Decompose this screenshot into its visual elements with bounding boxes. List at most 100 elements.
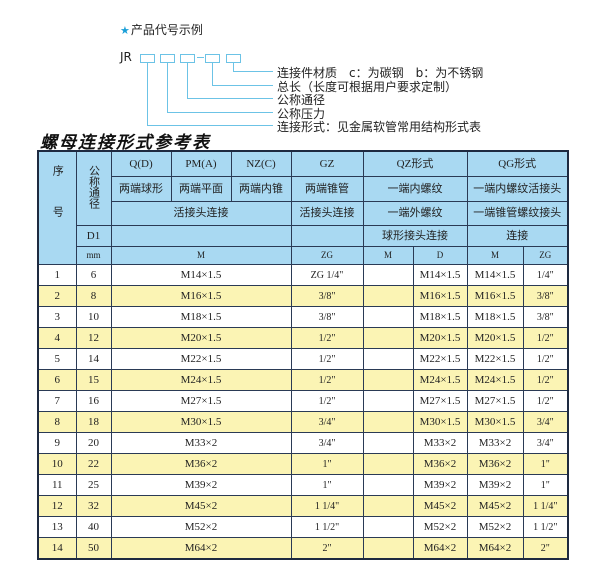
nominal-diameter-cell: 10 — [75, 306, 112, 328]
connector-line — [233, 63, 234, 71]
label-diameter: 公称通径 — [277, 93, 326, 107]
header-q: Q(D) — [110, 150, 172, 177]
qz-d-cell: M16×1.5 — [412, 285, 468, 307]
qg-m-cell: M39×2 — [466, 474, 524, 496]
zg-thread-cell: 3/8" — [290, 306, 364, 328]
m-thread-cell: M24×1.5 — [110, 369, 292, 391]
header-d1: D1 — [75, 225, 112, 247]
qg-zg-cell: 3/4" — [522, 432, 569, 454]
m-thread-cell: M30×1.5 — [110, 411, 292, 433]
qg-m-cell: M24×1.5 — [466, 369, 524, 391]
header-qz: QZ形式 — [362, 150, 468, 177]
m-thread-cell: M14×1.5 — [110, 264, 292, 286]
header-blank — [110, 225, 292, 247]
row-number-cell: 12 — [37, 495, 77, 517]
header-qg-m: M — [466, 246, 524, 265]
qg-m-cell: M52×2 — [466, 516, 524, 538]
code-box-diameter — [180, 54, 195, 63]
qz-m-cell — [362, 411, 414, 433]
qz-m-cell — [362, 516, 414, 538]
qg-zg-cell: 1/2" — [522, 369, 569, 391]
code-dash — [197, 57, 204, 58]
nominal-diameter-cell: 40 — [75, 516, 112, 538]
table-row: 9 20 M33×2 3/4" M33×2 M33×2 3/4" — [37, 432, 569, 454]
header-union: 活接头连接 — [110, 201, 292, 226]
qg-zg-cell: 3/8" — [522, 285, 569, 307]
qz-m-cell — [362, 453, 414, 475]
qg-zg-cell: 1/2" — [522, 327, 569, 349]
qg-zg-cell: 1" — [522, 474, 569, 496]
table-row: 6 15 M24×1.5 1/2" M24×1.5 M24×1.5 1/2" — [37, 369, 569, 391]
nominal-diameter-cell: 6 — [75, 264, 112, 286]
qz-d-cell: M14×1.5 — [412, 264, 468, 286]
qg-zg-cell: 3/4" — [522, 411, 569, 433]
m-thread-cell: M33×2 — [110, 432, 292, 454]
code-box-pressure — [160, 54, 175, 63]
zg-thread-cell: 1/2" — [290, 348, 364, 370]
table-row: 8 18 M30×1.5 3/4" M30×1.5 M30×1.5 3/4" — [37, 411, 569, 433]
label-pressure: 公称压力 — [277, 107, 326, 121]
table-row: 13 40 M52×2 1 1/2" M52×2 M52×2 1 1/2" — [37, 516, 569, 538]
header-nz-desc: 两端内锥 — [230, 176, 292, 202]
qg-m-cell: M30×1.5 — [466, 411, 524, 433]
header-blank-gz — [290, 225, 364, 247]
qg-zg-cell: 1 1/4" — [522, 495, 569, 517]
qz-m-cell — [362, 495, 414, 517]
connector-line — [147, 63, 148, 125]
header-qz-m: M — [362, 246, 414, 265]
code-box-material — [226, 54, 241, 63]
m-thread-cell: M16×1.5 — [110, 285, 292, 307]
code-example-title: ★产品代号示例 — [120, 21, 203, 38]
qg-zg-cell: 2" — [522, 537, 569, 560]
header-seq: 序号 — [37, 150, 77, 265]
nominal-diameter-cell: 25 — [75, 474, 112, 496]
zg-thread-cell: 3/4" — [290, 432, 364, 454]
m-thread-cell: M22×1.5 — [110, 348, 292, 370]
zg-thread-cell: 3/8" — [290, 285, 364, 307]
header-zg: ZG — [290, 246, 364, 265]
table-row: 3 10 M18×1.5 3/8" M18×1.5 M18×1.5 3/8" — [37, 306, 569, 328]
qg-m-cell: M16×1.5 — [466, 285, 524, 307]
row-number-cell: 10 — [37, 453, 77, 475]
nominal-diameter-cell: 8 — [75, 285, 112, 307]
qg-m-cell: M45×2 — [466, 495, 524, 517]
qz-d-cell: M39×2 — [412, 474, 468, 496]
qz-d-cell: M36×2 — [412, 453, 468, 475]
header-gz: GZ — [290, 150, 364, 177]
header-qg-conn1: 一端锥管螺纹接头 — [466, 201, 569, 226]
nominal-diameter-cell: 14 — [75, 348, 112, 370]
header-seq-text: 序号 — [51, 165, 64, 248]
header-gz-desc: 两端锥管 — [290, 176, 364, 202]
row-number-cell: 6 — [37, 369, 77, 391]
nominal-diameter-cell: 22 — [75, 453, 112, 475]
zg-thread-cell: 3/4" — [290, 411, 364, 433]
zg-thread-cell: 1/2" — [290, 369, 364, 391]
code-box-connection — [140, 54, 155, 63]
row-number-cell: 14 — [37, 537, 77, 560]
nominal-diameter-cell: 20 — [75, 432, 112, 454]
qz-m-cell — [362, 285, 414, 307]
qz-d-cell: M33×2 — [412, 432, 468, 454]
qg-m-cell: M33×2 — [466, 432, 524, 454]
row-number-cell: 9 — [37, 432, 77, 454]
m-thread-cell: M64×2 — [110, 537, 292, 560]
header-nz: NZ(C) — [230, 150, 292, 177]
qg-m-cell: M64×2 — [466, 537, 524, 560]
qg-m-cell: M22×1.5 — [466, 348, 524, 370]
connector-line — [187, 63, 188, 98]
table-row: 11 25 M39×2 1" M39×2 M39×2 1" — [37, 474, 569, 496]
header-qz-desc: 一端内螺纹 — [362, 176, 468, 202]
qg-zg-cell: 3/8" — [522, 306, 569, 328]
row-number-cell: 13 — [37, 516, 77, 538]
label-connection: 连接形式：见金属软管常用结构形式表 — [277, 120, 482, 134]
table-row: 12 32 M45×2 1 1/4" M45×2 M45×2 1 1/4" — [37, 495, 569, 517]
table-row: 2 8 M16×1.5 3/8" M16×1.5 M16×1.5 3/8" — [37, 285, 569, 307]
m-thread-cell: M39×2 — [110, 474, 292, 496]
code-prefix: JR — [120, 50, 132, 64]
qz-d-cell: M18×1.5 — [412, 306, 468, 328]
row-number-cell: 1 — [37, 264, 77, 286]
zg-thread-cell: 1 1/2" — [290, 516, 364, 538]
zg-thread-cell: 1/2" — [290, 390, 364, 412]
code-box-length — [205, 54, 220, 63]
qz-m-cell — [362, 537, 414, 560]
